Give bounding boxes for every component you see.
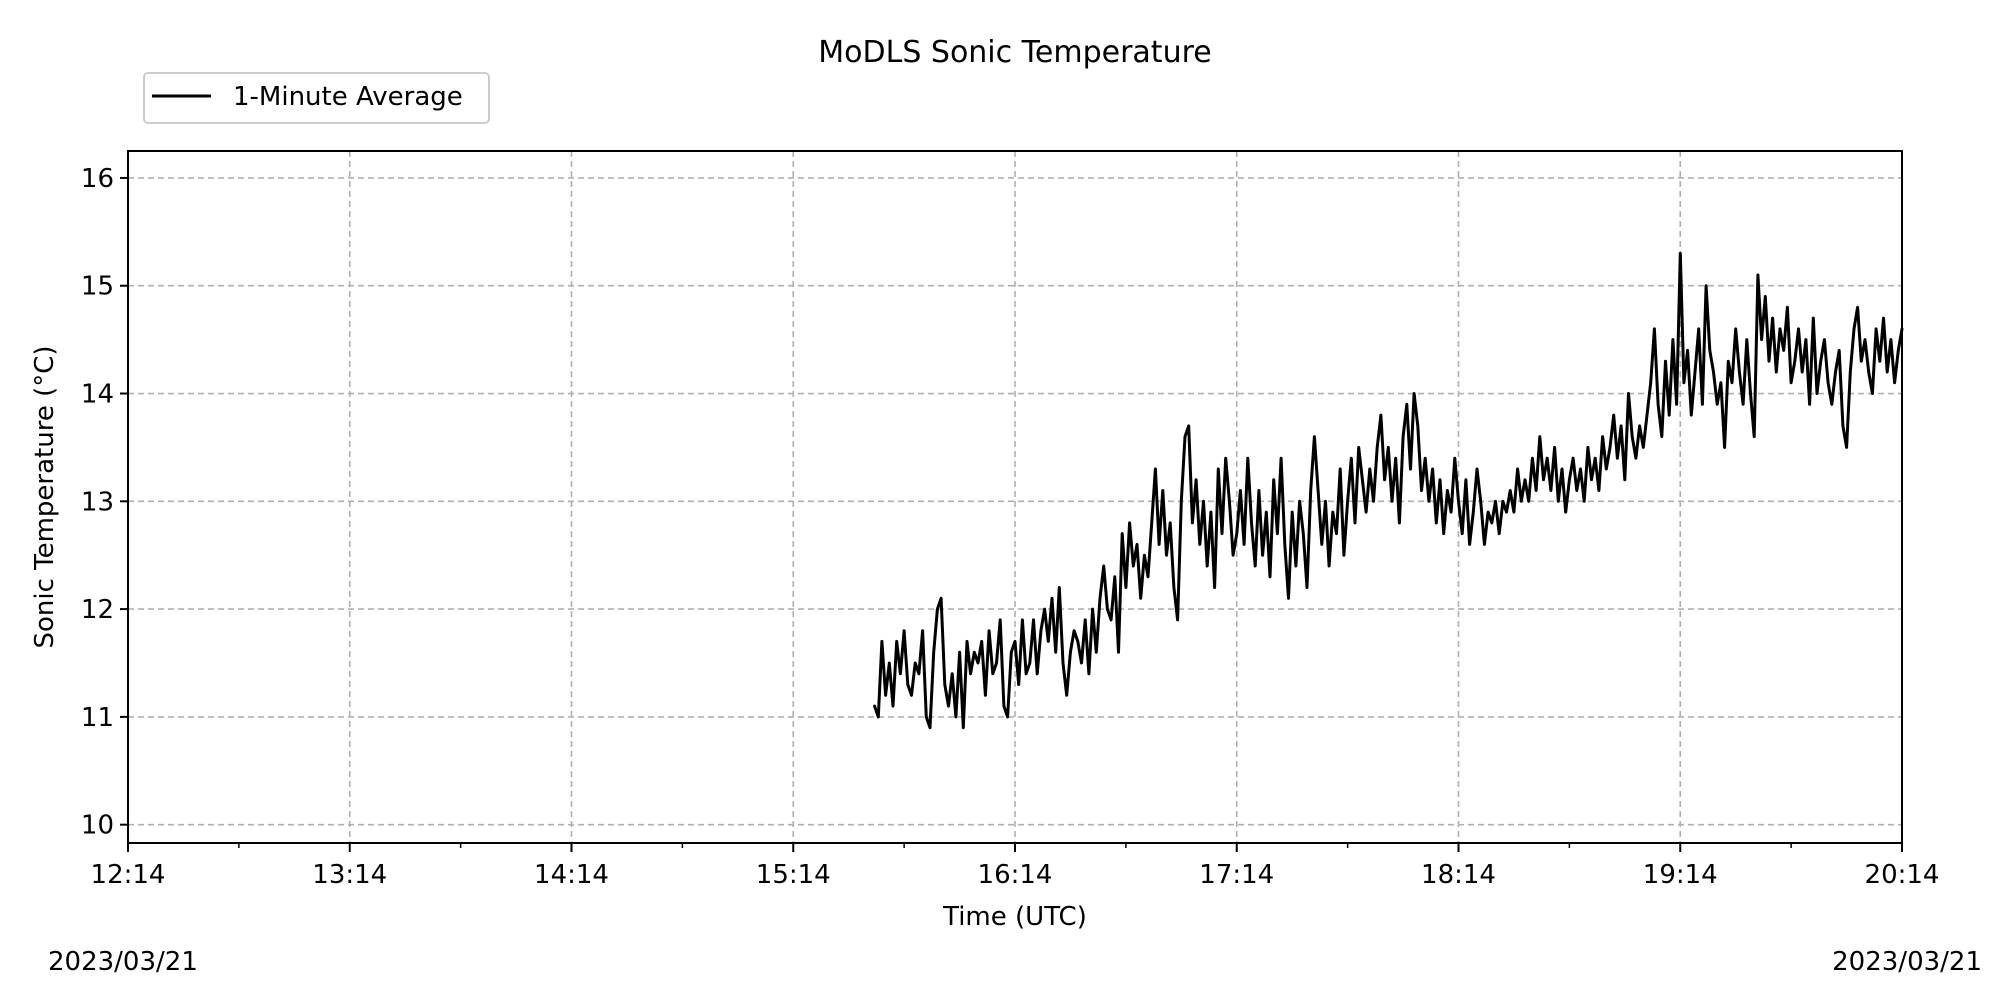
series-layer	[873, 251, 1904, 730]
x-axis-label: Time (UTC)	[942, 902, 1087, 932]
x-tick-label: 17:14	[1199, 860, 1274, 890]
date-label-left: 2023/03/21	[48, 947, 198, 977]
x-tick-label: 13:14	[312, 860, 387, 890]
legend-label: 1-Minute Average	[233, 82, 463, 112]
series-line	[873, 251, 1904, 730]
tick-layer: 10 11 12 13 14 15 16 12:14 13:14 14:14 15:14 16:14 1…	[81, 164, 1940, 890]
x-tick-label: 19:14	[1643, 860, 1718, 890]
y-tick-label: 16	[81, 164, 114, 194]
grid-layer	[127, 151, 1903, 843]
x-tick-label: 18:14	[1421, 860, 1496, 890]
y-tick-label: 15	[81, 272, 114, 302]
y-tick-label: 14	[81, 380, 114, 410]
y-tick-label: 11	[81, 703, 114, 733]
x-tick-label: 15:14	[756, 860, 831, 890]
chart-title: MoDLS Sonic Temperature	[818, 35, 1211, 70]
y-tick-label: 10	[81, 811, 114, 841]
y-tick-label: 13	[81, 487, 114, 517]
legend-box	[143, 72, 490, 124]
y-tick-label: 12	[81, 595, 114, 625]
x-tick-label: 14:14	[534, 860, 609, 890]
x-tick-label: 16:14	[978, 860, 1053, 890]
legend: 1-Minute Average	[143, 72, 490, 124]
y-axis-label: Sonic Temperature (°C)	[30, 345, 60, 648]
x-tick-label: 12:14	[91, 860, 166, 890]
date-label-right: 2023/03/21	[1832, 947, 1982, 977]
x-tick-label: 20:14	[1865, 860, 1940, 890]
